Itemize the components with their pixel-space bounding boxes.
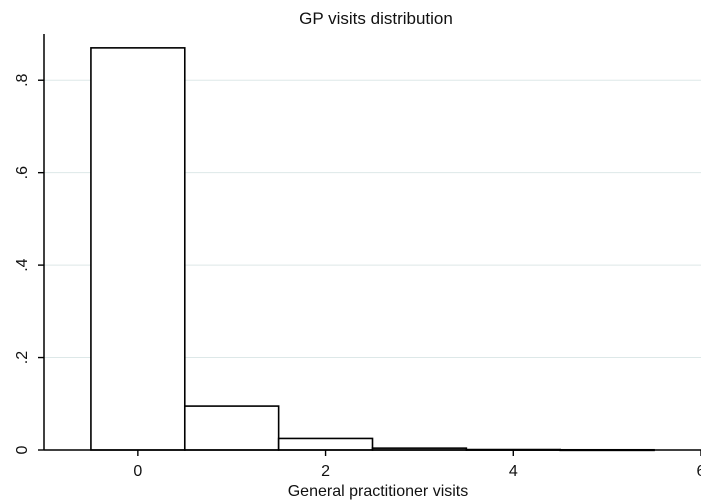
y-tick-label-2: .4 xyxy=(14,258,31,271)
histogram-bars xyxy=(90,47,655,452)
histogram-bar-2 xyxy=(277,437,374,451)
y-tick-label-1: .2 xyxy=(14,351,31,364)
histogram-bar-1 xyxy=(183,405,280,451)
y-tick-label-4: .8 xyxy=(14,73,31,86)
chart-title: GP visits distribution xyxy=(299,9,453,28)
y-tick-label-0: 0 xyxy=(14,445,31,454)
x-tick-label-0: 0 xyxy=(133,463,142,480)
x-tick-label-1: 2 xyxy=(321,463,330,480)
x-tick-label-2: 4 xyxy=(509,463,518,480)
x-tick-label-3: 6 xyxy=(697,463,701,480)
histogram-bar-0 xyxy=(90,47,186,451)
y-tick-label-3: .6 xyxy=(14,166,31,179)
x-axis-label: General practitioner visits xyxy=(288,483,469,500)
axes: 0 .2 .4 .6 .8 0 2 4 6 xyxy=(14,34,701,480)
